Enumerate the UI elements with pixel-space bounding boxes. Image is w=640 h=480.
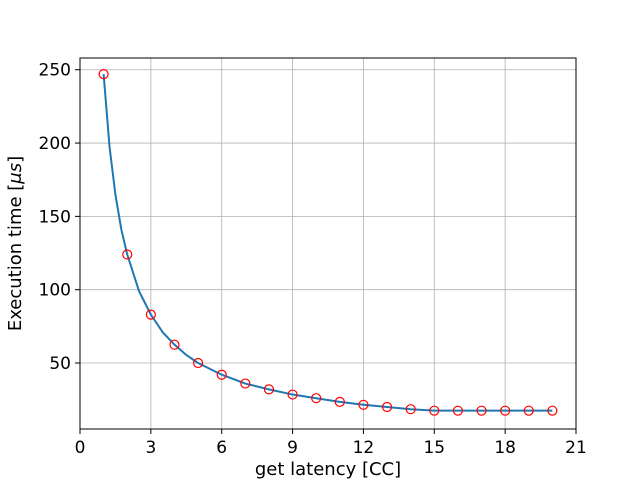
fit-line [104,74,553,411]
x-tick-label-1: 3 [145,438,156,458]
y-axis-label-prefix: Execution time [ [5,184,26,331]
x-axis-label: get latency [CC] [255,459,401,480]
y-tick-label-4: 250 [39,61,71,81]
grid [80,58,576,429]
x-tick-label-3: 9 [287,438,298,458]
y-axis-label-suffix: ] [5,156,26,163]
y-tick-label-3: 200 [39,134,71,154]
y-axis-label-unit: μs [5,163,26,185]
y-tick-label-2: 150 [39,207,71,227]
x-tick-label-0: 0 [75,438,86,458]
y-tick-label-0: 50 [49,354,71,374]
x-tick-label-4: 12 [353,438,375,458]
y-tick-label-1: 100 [39,281,71,301]
y-axis-label: Execution time [μs] [5,156,26,331]
axes-frame [80,58,576,429]
x-tick-label-5: 15 [423,438,445,458]
x-tick-label-7: 21 [565,438,587,458]
x-tick-label-6: 18 [494,438,516,458]
x-tick-label-2: 6 [216,438,227,458]
fit-line-path [104,74,553,411]
